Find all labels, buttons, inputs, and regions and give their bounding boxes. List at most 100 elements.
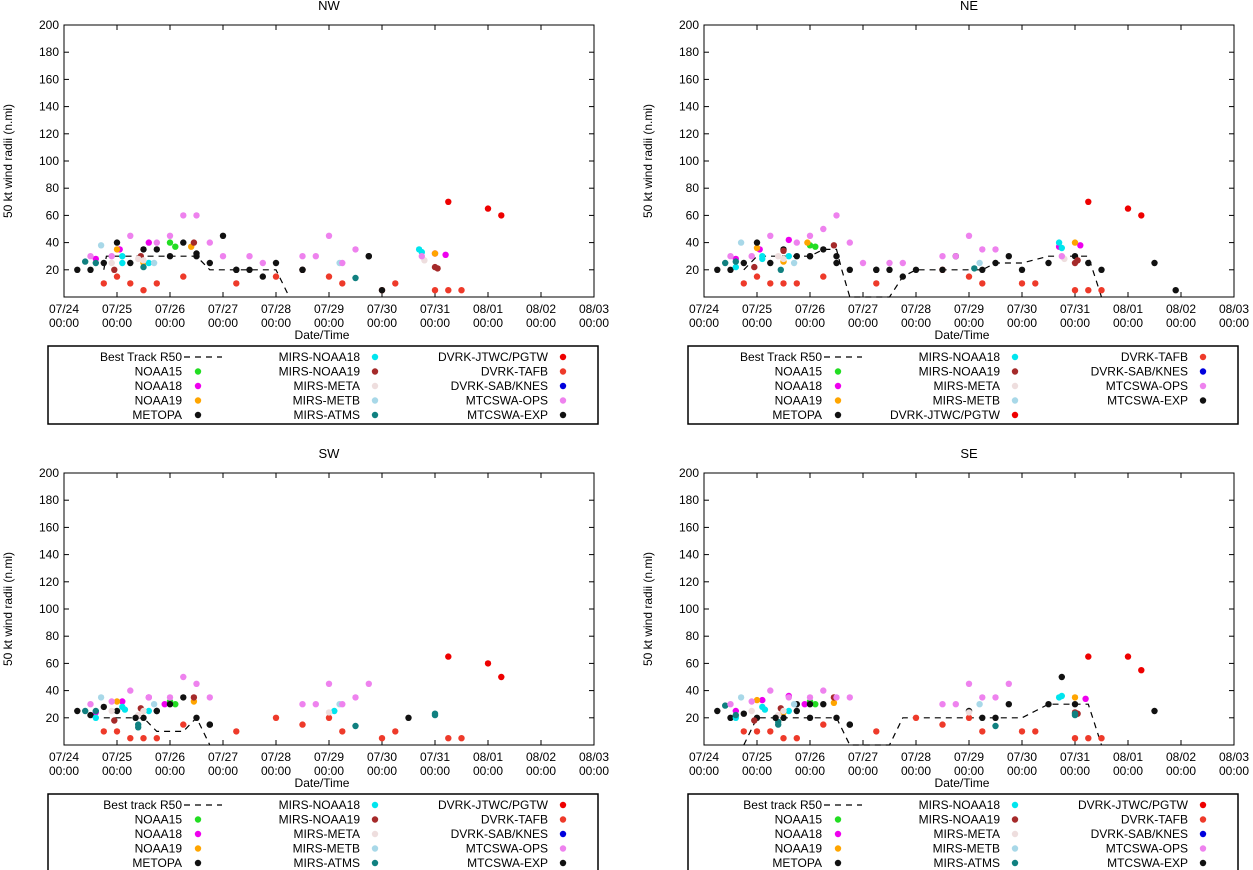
data-point [166, 232, 174, 239]
data-point [740, 259, 747, 267]
data-point [979, 728, 986, 735]
data-point [339, 728, 346, 735]
data-point [113, 698, 121, 705]
data-point [965, 680, 973, 687]
data-point [172, 243, 179, 250]
data-point [193, 212, 200, 219]
legend-label: DVRK-JTWC/PGTW [438, 798, 549, 812]
data-point [740, 280, 747, 287]
series-mirs-meta [108, 707, 333, 719]
chart-title: SE [960, 446, 978, 461]
legend-label: NOAA18 [775, 827, 823, 841]
series-mirs-meta [108, 255, 428, 267]
data-point [145, 259, 152, 267]
legend-dot-marker [1199, 382, 1207, 390]
data-point [180, 721, 187, 728]
data-point [392, 280, 399, 287]
legend-label: MIRS-ATMS [934, 856, 1000, 870]
data-point [806, 701, 814, 708]
data-point [339, 280, 346, 287]
data-point [714, 707, 721, 715]
data-point [992, 722, 999, 730]
legend-label: DVRK-SAB/KNES [1091, 827, 1188, 841]
data-point [153, 735, 160, 742]
data-point [1071, 287, 1079, 294]
legend-dot-marker [1011, 801, 1019, 809]
data-point [846, 694, 853, 701]
y-tick-label: 80 [46, 629, 60, 643]
series-mirs-noaa18 [732, 239, 1065, 271]
legend-label: MTCSWA-EXP [1107, 856, 1188, 870]
data-point [272, 259, 280, 267]
legend-dot-marker [834, 382, 842, 390]
legend-dot-marker [559, 830, 567, 838]
y-tick-label: 140 [679, 548, 699, 562]
data-point [140, 707, 147, 715]
data-point [113, 728, 121, 735]
data-point [939, 266, 946, 273]
x-tick-label: 07/28 00:00 [901, 750, 931, 778]
series-dvrk-jtwc-pgtw [1085, 653, 1145, 674]
legend-dot-marker [834, 411, 842, 419]
data-point [140, 246, 147, 253]
data-point [785, 707, 792, 715]
y-tick-label: 60 [46, 208, 60, 222]
data-point [325, 714, 333, 721]
legend-label: MIRS-NOAA18 [279, 798, 361, 812]
data-point [846, 266, 853, 273]
series-mirs-atms [722, 702, 1079, 730]
data-point [753, 273, 761, 280]
best-track-line [103, 716, 211, 746]
legend-dot-marker [834, 845, 842, 852]
legend-label: NOAA18 [775, 379, 823, 393]
x-tick-label: 07/31 00:00 [1060, 750, 1090, 778]
data-point [793, 735, 800, 742]
y-tick-label: 140 [679, 100, 699, 114]
data-point [785, 694, 792, 701]
data-point [777, 266, 784, 273]
data-point [92, 714, 100, 721]
legend-label: DVRK-TAFB [481, 813, 548, 827]
data-point [405, 714, 412, 721]
legend-label: DVRK-SAB/KNES [1091, 365, 1188, 379]
legend-dot-marker [1011, 353, 1019, 361]
x-tick-label: 08/03 00:00 [579, 302, 609, 330]
data-point [100, 728, 108, 735]
best-track-line [743, 703, 1103, 746]
data-point [732, 263, 739, 271]
y-axis-label: 50 kt wind radii (n.mi) [1, 552, 15, 666]
data-point [873, 728, 880, 735]
data-point [767, 259, 774, 267]
series-mirs-noaa18 [92, 703, 338, 721]
data-point [737, 694, 745, 701]
data-point [180, 673, 187, 681]
data-point [780, 707, 787, 715]
x-tick-label: 07/27 00:00 [848, 750, 878, 778]
data-point [445, 653, 452, 660]
legend-dot-marker [194, 368, 202, 375]
legend-frame [687, 793, 1239, 870]
data-point [767, 280, 774, 287]
data-point [806, 253, 814, 260]
data-point [145, 707, 152, 715]
legend-label: MIRS-NOAA19 [279, 365, 361, 379]
x-tick-label: 07/28 00:00 [261, 302, 291, 330]
legend-label: NOAA19 [775, 394, 823, 408]
data-point [1124, 205, 1132, 212]
data-point [753, 696, 761, 704]
legend-label: DVRK-JTWC/PGTW [1078, 798, 1189, 812]
data-point [1005, 253, 1012, 260]
legend-dot-marker [371, 816, 379, 823]
series-metopa [714, 673, 1158, 728]
legend-label: NOAA15 [135, 813, 183, 827]
data-point [127, 687, 134, 694]
legend-label: NOAA15 [135, 365, 183, 379]
legend-dot-marker [1011, 830, 1019, 838]
x-tick-label: 07/25 00:00 [102, 302, 132, 330]
data-point [775, 253, 782, 260]
best-track-line [743, 248, 1103, 298]
data-point [992, 694, 999, 701]
legend-label: DVRK-JTWC/PGTW [438, 350, 549, 364]
legend-label: NOAA19 [135, 394, 183, 408]
data-point [976, 259, 983, 267]
